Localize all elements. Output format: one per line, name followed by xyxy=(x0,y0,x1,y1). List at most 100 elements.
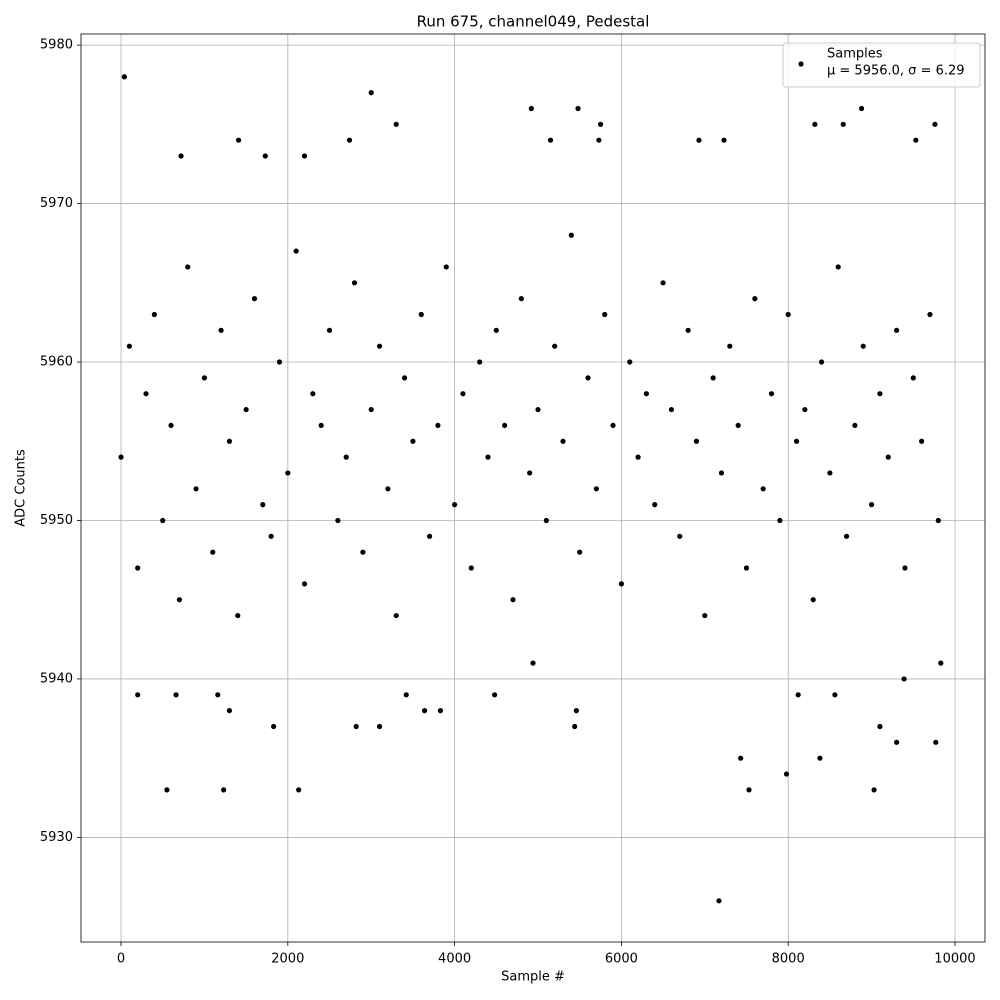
point xyxy=(871,787,877,793)
y-tick-label: 5960 xyxy=(40,355,73,370)
point xyxy=(301,153,308,159)
point xyxy=(437,708,444,714)
point xyxy=(785,311,791,318)
point xyxy=(935,517,941,524)
point xyxy=(410,438,416,444)
point xyxy=(276,359,283,365)
point xyxy=(393,612,399,619)
point xyxy=(868,502,875,508)
point xyxy=(135,692,141,698)
point xyxy=(668,406,675,413)
point xyxy=(932,121,938,127)
point xyxy=(894,739,900,745)
legend-box xyxy=(782,42,981,88)
point xyxy=(235,612,241,619)
point xyxy=(602,311,608,318)
point xyxy=(573,708,579,714)
point xyxy=(877,723,883,730)
point xyxy=(343,454,349,460)
point xyxy=(173,692,179,698)
point xyxy=(346,137,353,143)
point xyxy=(635,454,641,460)
point xyxy=(818,359,825,365)
point xyxy=(492,692,498,698)
point xyxy=(126,343,132,349)
point xyxy=(543,517,549,524)
point xyxy=(421,708,428,714)
point xyxy=(262,153,268,159)
point xyxy=(460,391,466,397)
point xyxy=(353,723,359,730)
point xyxy=(477,359,483,365)
point xyxy=(852,422,858,429)
point xyxy=(894,327,900,333)
point xyxy=(368,90,374,96)
x-tick-label: 4000 xyxy=(438,952,471,967)
x-tick-label: 10000 xyxy=(934,952,975,967)
point xyxy=(933,739,939,745)
point xyxy=(843,533,850,539)
point xyxy=(485,454,491,460)
point xyxy=(716,898,722,904)
point xyxy=(310,391,316,397)
point xyxy=(164,787,170,793)
point xyxy=(768,391,775,397)
y-tick-label: 5940 xyxy=(40,671,73,686)
x-tick-label: 6000 xyxy=(605,952,638,967)
point xyxy=(243,406,249,413)
point xyxy=(218,327,224,333)
point xyxy=(835,264,841,270)
point xyxy=(518,296,524,302)
point xyxy=(577,549,583,555)
point xyxy=(802,406,808,413)
legend-label: Samples xyxy=(827,47,883,62)
point xyxy=(572,723,578,730)
point xyxy=(221,787,227,793)
point xyxy=(335,517,341,524)
point xyxy=(901,676,907,682)
point xyxy=(118,454,124,460)
point xyxy=(585,375,591,381)
point xyxy=(301,581,308,587)
point xyxy=(135,565,141,571)
point xyxy=(226,438,233,444)
series xyxy=(118,74,944,904)
point xyxy=(858,105,865,112)
point xyxy=(443,264,449,270)
point xyxy=(593,486,599,492)
x-tick-label: 2000 xyxy=(271,952,304,967)
point xyxy=(568,232,574,238)
point xyxy=(426,533,433,539)
point xyxy=(618,581,624,587)
point xyxy=(215,692,221,698)
point xyxy=(575,105,581,112)
point xyxy=(226,708,233,714)
point xyxy=(610,422,616,429)
point xyxy=(403,692,409,698)
point xyxy=(795,692,801,698)
point xyxy=(236,137,242,143)
point xyxy=(902,565,908,571)
point xyxy=(885,454,891,460)
point xyxy=(718,470,725,476)
point xyxy=(777,517,783,524)
y-tick-label: 5980 xyxy=(40,38,73,53)
point xyxy=(151,311,157,318)
y-tick-label: 5950 xyxy=(40,513,73,528)
chart-title: Run 675, channel049, Pedestal xyxy=(417,13,650,31)
x-tick-label: 8000 xyxy=(772,952,805,967)
point xyxy=(752,296,758,302)
point xyxy=(560,438,566,444)
point xyxy=(685,327,691,333)
point xyxy=(597,121,604,127)
plot-frame xyxy=(80,33,986,943)
point xyxy=(143,391,149,397)
point xyxy=(535,406,541,413)
point xyxy=(468,565,474,571)
point xyxy=(351,280,358,286)
point xyxy=(527,470,533,476)
point xyxy=(746,787,752,793)
point xyxy=(285,470,291,476)
point xyxy=(318,422,324,429)
